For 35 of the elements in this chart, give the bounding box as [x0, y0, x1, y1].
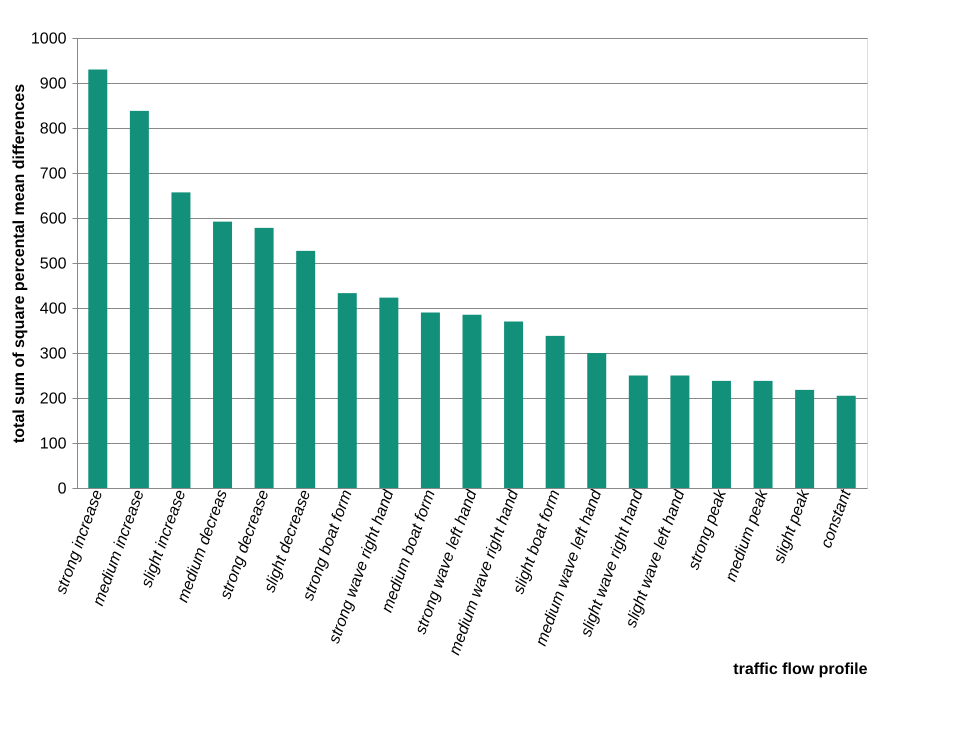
y-tick-label: 400 — [40, 300, 67, 318]
bar — [462, 314, 482, 488]
bar — [587, 353, 606, 488]
y-tick-label: 800 — [40, 120, 67, 138]
x-tick-label: strong peak — [685, 486, 730, 572]
y-tick-label: 100 — [40, 436, 67, 452]
y-tick-label: 700 — [40, 166, 67, 182]
x-axis-title: traffic flow profile — [733, 661, 868, 678]
bar — [628, 376, 648, 488]
bar — [171, 192, 190, 488]
y-tick-label: 500 — [40, 256, 67, 272]
bar — [712, 380, 731, 488]
bar — [130, 110, 149, 488]
y-tick-label: 600 — [40, 210, 67, 228]
bar — [213, 222, 232, 488]
bar — [420, 312, 440, 488]
bar — [379, 298, 398, 488]
bar — [338, 293, 357, 488]
x-tick-label: constant — [818, 487, 855, 550]
y-axis-title: total sum of square percental mean differences — [10, 84, 28, 444]
y-tick-label: 0 — [58, 480, 67, 498]
bar — [836, 396, 856, 488]
bar — [670, 376, 690, 488]
bar — [296, 250, 316, 488]
bar — [88, 70, 108, 488]
bar — [754, 380, 773, 488]
y-tick-label: 1000 — [30, 30, 67, 48]
bar — [795, 390, 814, 488]
y-tick-label: 900 — [40, 76, 67, 92]
bar — [504, 322, 524, 488]
bar — [254, 228, 274, 488]
y-tick-label: 200 — [40, 390, 67, 408]
bar — [546, 336, 565, 488]
y-tick-label: 300 — [40, 346, 67, 362]
x-tick-label: slight peak — [770, 486, 814, 566]
